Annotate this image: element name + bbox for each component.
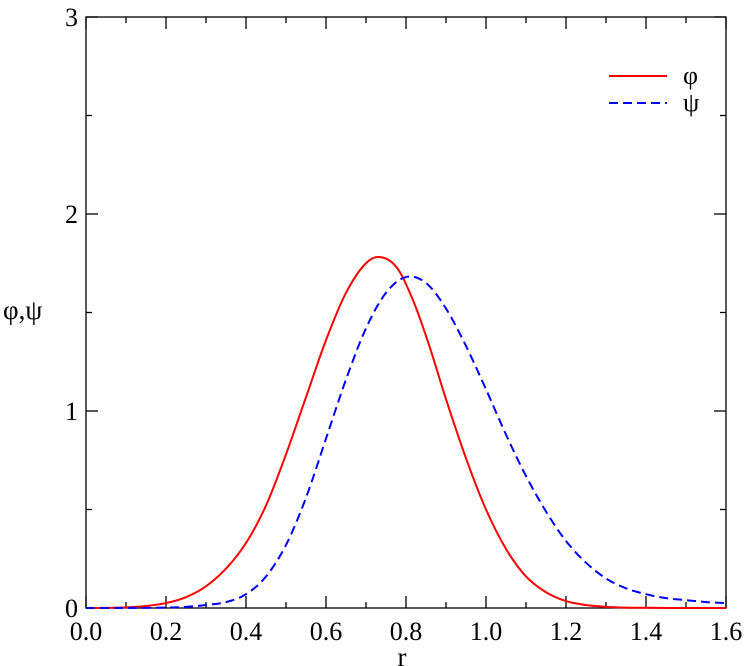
x-tick-label: 0.4 bbox=[230, 617, 263, 646]
x-tick-label: 1.2 bbox=[550, 617, 583, 646]
x-tick-label: 0.6 bbox=[310, 617, 343, 646]
y-tick-label: 3 bbox=[65, 3, 78, 32]
legend-label-psi: ψ bbox=[683, 88, 699, 117]
x-tick-label: 0.2 bbox=[150, 617, 183, 646]
x-tick-label: 0.0 bbox=[70, 617, 103, 646]
x-tick-label: 0.8 bbox=[390, 617, 423, 646]
y-tick-label: 2 bbox=[65, 200, 78, 229]
series-layer bbox=[85, 256, 727, 610]
x-tick-label: 1.4 bbox=[630, 617, 663, 646]
plot-frame bbox=[85, 16, 727, 609]
x-tick-label: 1.0 bbox=[470, 617, 503, 646]
series-line-psi bbox=[85, 275, 727, 610]
legend: φ ψ bbox=[609, 61, 699, 117]
y-axis-label: φ,ψ bbox=[3, 295, 42, 325]
y-tick-label: 1 bbox=[65, 397, 78, 426]
series-line-phi bbox=[85, 256, 727, 610]
x-axis-label: r bbox=[398, 642, 407, 666]
axis-ticks: 0.0 0.2 0.4 0.6 0.8 1.0 1.2 1.4 1.6 0 1 2 3 bbox=[65, 3, 742, 646]
legend-label-phi: φ bbox=[683, 61, 698, 90]
y-tick-label: 0 bbox=[65, 594, 78, 623]
x-tick-label: 1.6 bbox=[710, 617, 743, 646]
